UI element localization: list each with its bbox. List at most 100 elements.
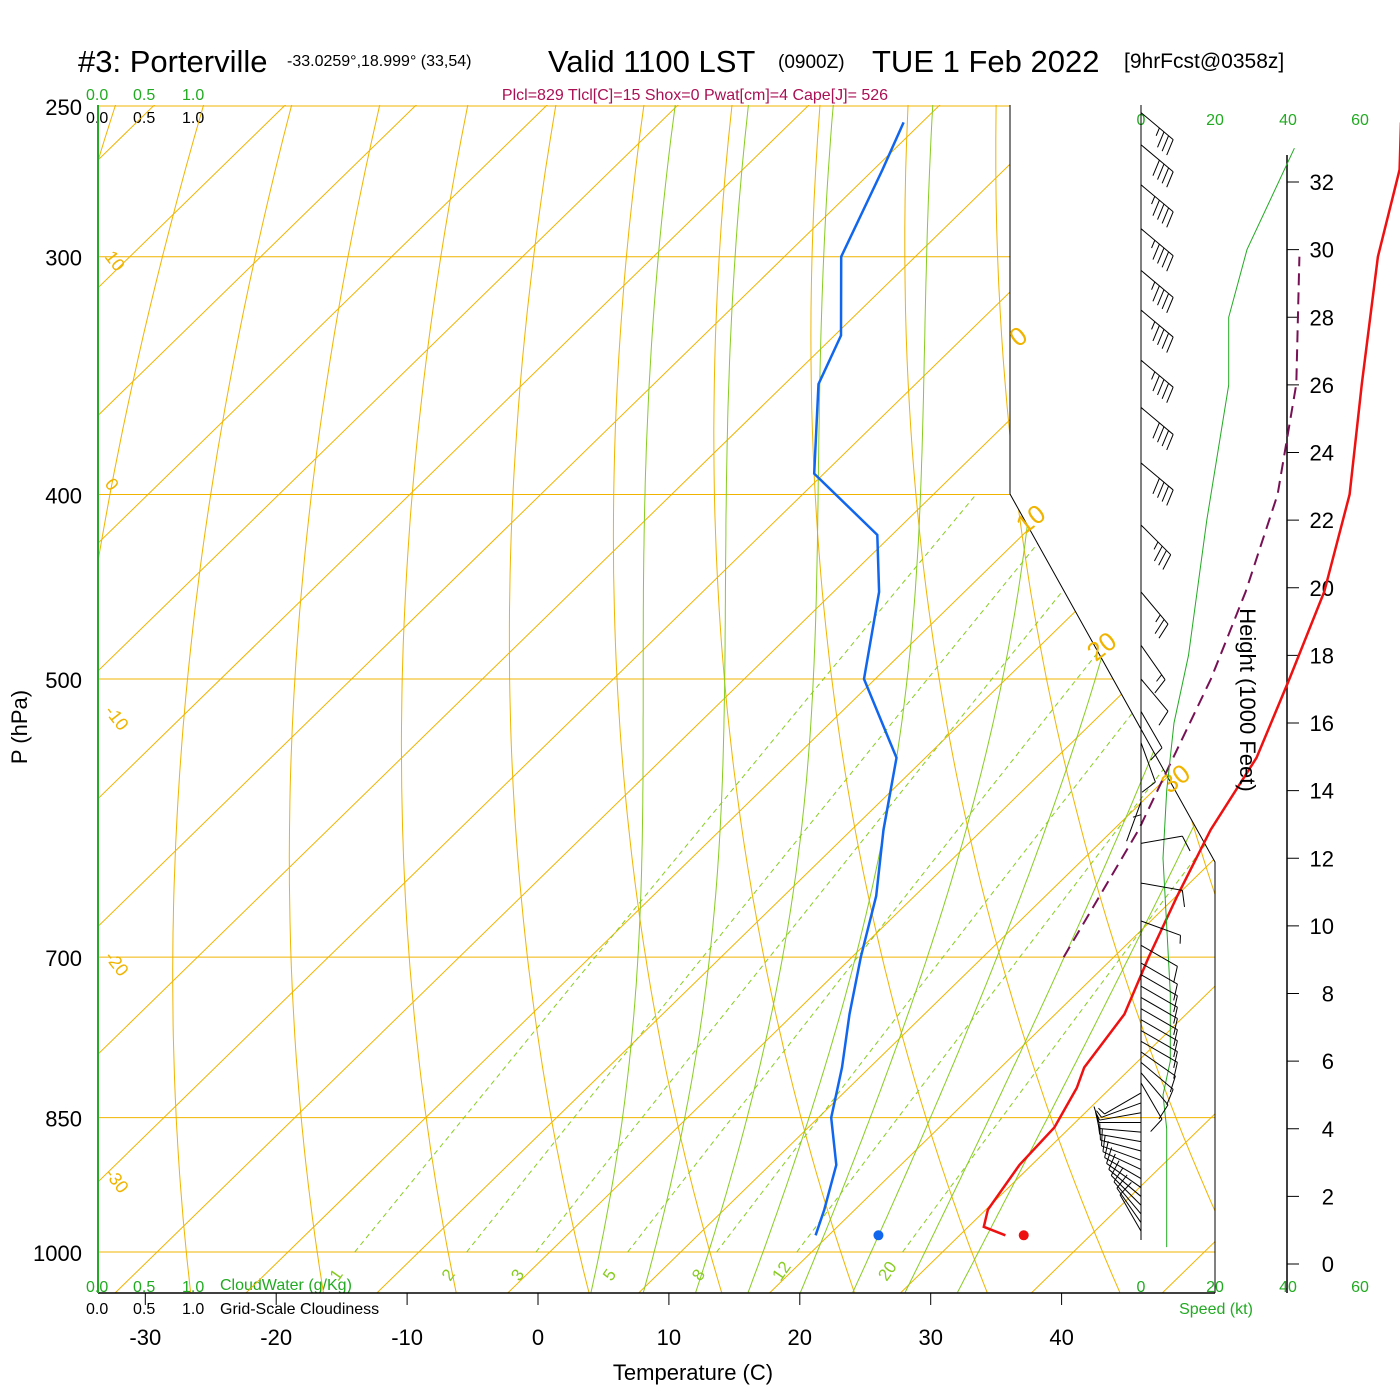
forecast-info: [9hrFcst@0358z]	[1124, 50, 1284, 73]
mixing-ratio-line	[902, 494, 1215, 1253]
wind-barb	[1140, 112, 1174, 156]
wind-barb-staff	[1126, 801, 1142, 842]
chart-header: #3: Porterville -33.0259°,18.999° (33,54…	[78, 44, 1284, 104]
height-tick-label: 24	[1310, 441, 1334, 466]
wind-barb-staff	[1140, 711, 1163, 749]
wind-barb-flag	[1161, 485, 1170, 502]
wind-barb	[1140, 1061, 1174, 1106]
wind-barb-staff	[1140, 882, 1183, 891]
wind-barb-staff	[1140, 228, 1174, 257]
wind-barb-flag	[1152, 478, 1160, 495]
wind-barb-flag	[1166, 255, 1174, 272]
wind-barb	[1106, 1147, 1142, 1188]
mixing-ratio-label: 20	[874, 1258, 900, 1284]
wind-barb-staff	[1099, 1112, 1142, 1121]
isotherm-line	[98, 105, 451, 1293]
cloudiness-tick-bottom: 1.0	[182, 1301, 204, 1318]
wind-barb-flag	[1173, 1062, 1178, 1079]
wind-barb-half-flag	[1095, 1112, 1101, 1121]
valid-date: TUE 1 Feb 2022	[872, 44, 1099, 79]
wind-barb-staff	[1140, 591, 1169, 625]
wind-barb	[1101, 1129, 1142, 1161]
wind-barb	[1140, 974, 1178, 1013]
wind-barb	[1096, 1117, 1142, 1143]
height-tick-label: 14	[1310, 779, 1334, 804]
wind-barb-staff	[1140, 1030, 1178, 1052]
dry-adiabat-line	[1083, 105, 1215, 1293]
wind-barb-staff	[1140, 359, 1174, 388]
height-tick-label: 6	[1322, 1049, 1334, 1074]
speed-tick-bottom: 0	[1137, 1279, 1146, 1296]
wind-barb-staff	[1104, 1157, 1142, 1179]
wind-barb-flag	[1152, 422, 1160, 439]
wind-barb-flag	[1166, 171, 1174, 188]
wind-barb-staff	[1140, 997, 1178, 1019]
wind-barb	[1119, 1182, 1142, 1232]
axes: -30 -20 -10 0 10 20 30 402503004005007008501000…	[33, 95, 1334, 1350]
wind-barb-staff	[1110, 1175, 1142, 1206]
dry-adiabat-line	[288, 105, 388, 1293]
wind-barb-flag	[1181, 890, 1186, 908]
station-title: #3: Porterville	[78, 44, 268, 79]
x-axis-title: Temperature (C)	[613, 1360, 773, 1385]
mixing-ratio-line	[796, 494, 1215, 1253]
wind-barb-flag	[1173, 983, 1178, 1001]
wind-barb-staff	[1140, 1072, 1169, 1106]
wind-barb-half-flag	[1151, 321, 1156, 330]
speed-tick-bottom: 40	[1279, 1279, 1297, 1296]
valid-time: Valid 1100 LST	[548, 44, 755, 79]
wind-barb-staff	[1119, 1194, 1142, 1232]
cloudwater-tick-top: 1.0	[182, 87, 204, 104]
height-tick-label: 0	[1322, 1252, 1334, 1277]
wind-barb-flag	[1157, 329, 1165, 346]
frame-right-edge	[1009, 105, 1216, 1293]
surface-temperature-dot	[1018, 1230, 1029, 1241]
wind-barb	[1102, 1135, 1142, 1170]
wind-barb-staff	[1099, 1127, 1142, 1133]
wind-barb-staff	[1140, 1082, 1163, 1120]
wind-barb	[1140, 1019, 1178, 1058]
y-axis-title: P (hPa)	[7, 690, 32, 764]
wind-barb-flag	[1152, 159, 1160, 176]
pressure-tick-label: 300	[45, 246, 82, 271]
mixing-ratio-label: 12	[768, 1258, 794, 1284]
wind-barb-flag	[1152, 243, 1160, 260]
dry-adiabat-label: -10	[101, 702, 133, 735]
wind-barb-staff	[1140, 944, 1178, 967]
wind-barb-flag	[1141, 781, 1156, 793]
background-grid	[98, 105, 1215, 1293]
wind-barb	[1140, 644, 1166, 694]
wind-barb	[1140, 144, 1174, 188]
wind-barb-staff	[1101, 1102, 1142, 1118]
mixing-ratio-label: 5	[599, 1266, 620, 1285]
dry-adiabat-line	[172, 105, 301, 1293]
pressure-tick-label: 500	[45, 668, 82, 693]
cloud-scale-top: 0.0 0.5 1.0 0.0 0.5 1.0	[86, 87, 204, 127]
wind-barb-staff	[1140, 1008, 1178, 1031]
wind-barb-staff	[1140, 269, 1174, 298]
dry-adiabat-line	[508, 105, 590, 1293]
wind-barb-staff	[1104, 1092, 1142, 1115]
isotherm-line	[98, 105, 1105, 1293]
wind-barb-half-flag	[1151, 371, 1156, 380]
x-tick-label: -10	[391, 1325, 423, 1350]
wind-barb-flag	[1152, 375, 1160, 392]
speed-tick-top: 40	[1279, 112, 1297, 129]
wind-barb	[1099, 1123, 1142, 1152]
wind-barb	[1096, 1102, 1142, 1118]
wind-barb	[1140, 184, 1174, 228]
zulu-time: (0900Z)	[778, 52, 845, 73]
x-tick-label: 20	[788, 1325, 812, 1350]
moist-adiabat-line	[695, 105, 837, 1293]
wind-barb	[1140, 462, 1174, 506]
wind-barb-half-flag	[1155, 127, 1160, 136]
wind-barb-flag	[1157, 379, 1165, 396]
wind-barb-flag	[1161, 207, 1170, 224]
pressure-tick-label: 700	[45, 946, 82, 971]
cloudiness-tick-bottom: 0.5	[133, 1301, 155, 1318]
cloudiness-label: Grid-Scale Cloudiness	[220, 1301, 379, 1318]
wind-barb	[1140, 407, 1174, 451]
height-tick-label: 22	[1310, 508, 1334, 533]
wind-barb-flag	[1166, 139, 1174, 156]
height-tick-label: 26	[1310, 373, 1334, 398]
